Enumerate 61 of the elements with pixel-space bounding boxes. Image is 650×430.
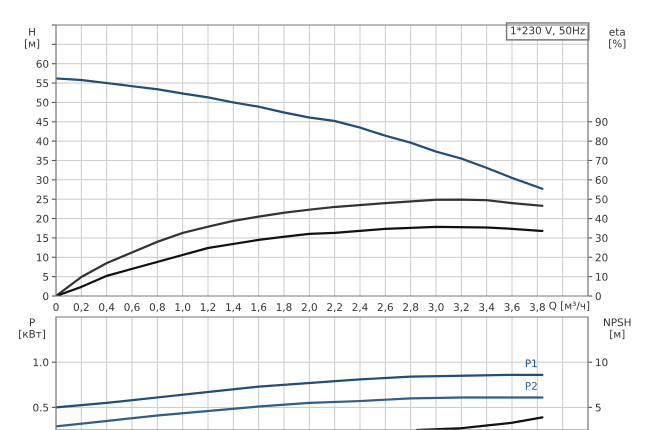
y-tick-label: 25 bbox=[36, 195, 48, 204]
line-series bbox=[56, 374, 544, 409]
y2-tick-label: 40 bbox=[595, 214, 608, 223]
y2-axis-title: NPSH [м] bbox=[604, 318, 630, 340]
line-series bbox=[416, 416, 544, 430]
y-tick-label: 35 bbox=[36, 156, 48, 165]
series-label: P2 bbox=[526, 382, 537, 390]
x-tick-label: 0 bbox=[53, 303, 59, 312]
y-tick-label: 60 bbox=[36, 60, 48, 68]
x-tick-label: 0,4 bbox=[99, 303, 114, 312]
y-tick-label: 50 bbox=[36, 98, 48, 107]
x-tick-label: 3,8 bbox=[530, 303, 545, 312]
x-tick-label: 2,4 bbox=[352, 303, 368, 312]
x-tick-label: 0,6 bbox=[124, 303, 140, 312]
x-tick-label: 3,2 bbox=[454, 303, 469, 312]
x-tick-label: 1,4 bbox=[226, 303, 242, 312]
y2-tick-label: 10 bbox=[596, 272, 608, 281]
y2-tick-label: 90 bbox=[596, 118, 608, 126]
x-axis-title: Q [м³/ч] bbox=[549, 301, 590, 311]
x-tick-label: 0,2 bbox=[74, 303, 89, 312]
y-tick-label: 0 bbox=[43, 292, 48, 300]
line-series bbox=[56, 226, 544, 296]
y2-tick-label: 70 bbox=[596, 156, 608, 165]
x-tick-label: 2,8 bbox=[403, 303, 418, 312]
y-tick-label: 30 bbox=[36, 176, 48, 184]
x-tick-label: 0,8 bbox=[150, 303, 165, 312]
x-tick-label: 3,4 bbox=[479, 303, 494, 312]
y2-tick-label: 50 bbox=[596, 195, 608, 204]
y-axis-title: P [кВт] bbox=[19, 318, 45, 340]
y2-axis-title: eta [%] bbox=[609, 28, 626, 49]
y2-tick-label: 5 bbox=[596, 404, 601, 412]
line-series bbox=[56, 77, 544, 190]
y-tick-label: 45 bbox=[36, 118, 48, 126]
x-tick-label: 2,2 bbox=[327, 303, 342, 312]
line-series bbox=[56, 396, 544, 428]
y-axis-title: H [м] bbox=[24, 28, 40, 49]
y-tick-label: 1.0 bbox=[34, 358, 48, 366]
series-label: P1 bbox=[526, 360, 537, 368]
y-tick-label: 40 bbox=[36, 137, 48, 146]
y2-tick-label: 30 bbox=[596, 234, 608, 242]
y2-tick-label: 20 bbox=[596, 254, 608, 262]
y2-tick-label: 10 bbox=[596, 358, 608, 366]
x-tick-label: 1,0 bbox=[176, 303, 190, 312]
annotation: 1*230 V, 50Hz bbox=[511, 26, 585, 36]
y2-tick-label: 80 bbox=[596, 137, 608, 146]
y-tick-label: 55 bbox=[36, 79, 48, 88]
y-tick-label: 20 bbox=[36, 214, 48, 223]
x-tick-label: 3,6 bbox=[504, 303, 520, 312]
y2-tick-label: 60 bbox=[596, 176, 608, 184]
x-tick-label: 1,6 bbox=[252, 303, 266, 312]
y-tick-label: 10 bbox=[36, 254, 48, 262]
x-tick-label: 1,8 bbox=[276, 303, 292, 312]
x-tick-label: 2,0 bbox=[302, 303, 317, 312]
y-tick-label: 5 bbox=[43, 273, 48, 281]
y-tick-label: 15 bbox=[36, 234, 48, 242]
x-tick-label: 1,2 bbox=[200, 303, 216, 312]
line-series bbox=[56, 198, 544, 296]
x-tick-label: 3,0 bbox=[428, 303, 444, 312]
y2-tick-label: 0 bbox=[596, 292, 601, 300]
y-tick-label: 0.5 bbox=[33, 404, 48, 412]
x-tick-label: 2,6 bbox=[378, 303, 393, 312]
